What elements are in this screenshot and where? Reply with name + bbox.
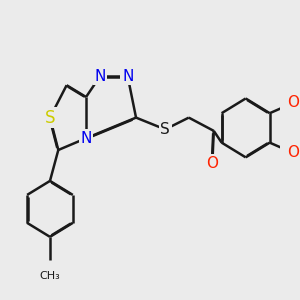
Text: N: N <box>80 131 92 146</box>
Text: O: O <box>287 95 299 110</box>
Text: O: O <box>287 146 299 160</box>
Text: N: N <box>94 69 106 84</box>
Text: N: N <box>122 69 134 84</box>
Text: S: S <box>160 122 170 137</box>
Text: S: S <box>45 109 55 127</box>
Text: O: O <box>206 156 218 171</box>
Text: CH₃: CH₃ <box>40 271 60 281</box>
